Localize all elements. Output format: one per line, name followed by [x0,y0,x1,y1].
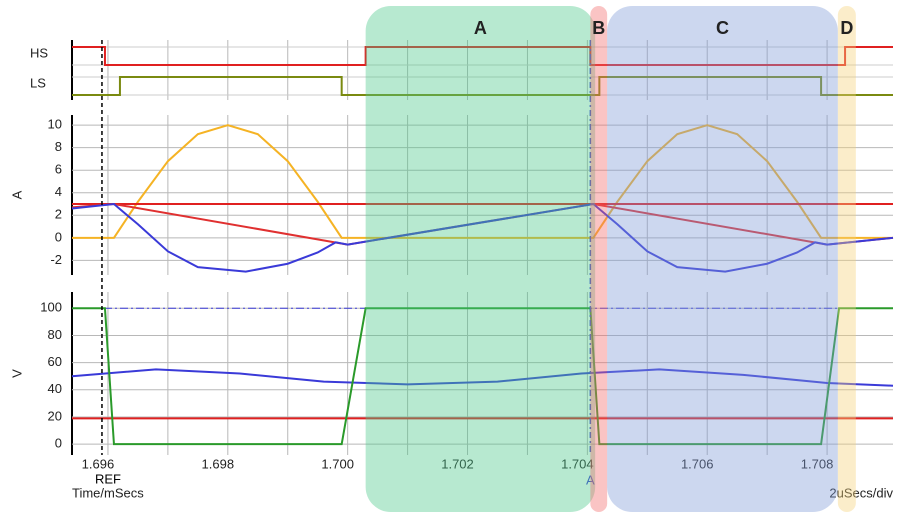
x-tick-label: 1.704 [561,456,594,471]
y-tick-label: 20 [48,408,62,423]
x-tick-label: 1.696 [82,456,115,471]
trace [71,202,894,273]
trace [72,124,893,239]
digital-trace [72,46,893,66]
y-tick-label: 2 [55,207,62,222]
x-tick-label: 1.706 [681,456,714,471]
region-label: A [474,18,487,38]
y-tick-label: 0 [55,436,62,451]
x-tick-label: 1.702 [441,456,474,471]
region [607,6,838,512]
x-tick-label: 1.708 [801,456,834,471]
x-tick-label: 1.700 [321,456,354,471]
region [837,6,856,512]
region-label: C [716,18,729,38]
y-tick-label: 6 [55,162,62,177]
x-axis-label: Time/mSecs [72,485,144,500]
cursor-label: REF [95,471,121,486]
x-scale-label: 2uSecs/div [829,485,893,500]
y-tick-label: 100 [40,300,62,315]
x-tick-label: 1.698 [202,456,235,471]
trace [71,368,894,387]
y-tick-label: 8 [55,139,62,154]
y-axis-label: V [9,369,24,378]
y-tick-label: 10 [48,117,62,132]
y-tick-label: 4 [55,184,62,199]
y-tick-label: 60 [48,354,62,369]
y-tick-label: 40 [48,381,62,396]
series-label: LS [30,75,46,90]
digital-trace [72,76,893,96]
series-label: HS [30,45,48,60]
region [590,6,608,512]
cursor-label: A [586,472,595,487]
region [365,6,596,512]
y-tick-label: -2 [50,252,62,267]
y-tick-label: 80 [48,327,62,342]
region-label: D [840,18,853,38]
trace [72,307,893,446]
y-tick-label: 0 [55,229,62,244]
y-axis-label: A [9,190,24,199]
region-label: B [592,18,605,38]
